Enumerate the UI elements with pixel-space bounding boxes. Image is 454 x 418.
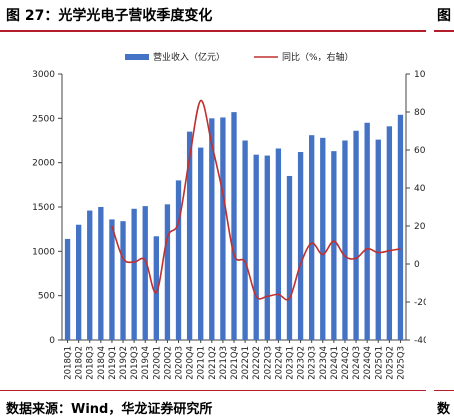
right-tick-label: 40 <box>414 184 426 194</box>
revenue-yoy-chart: 营业收入（亿元） 同比（%，右轴） 05001000150020002500300… <box>32 51 426 380</box>
revenue-bar <box>209 118 215 340</box>
yoy-line <box>111 99 401 301</box>
right-tick-label: -40 <box>414 336 426 346</box>
x-tick-label: 2018Q1 <box>64 346 74 380</box>
revenue-bar <box>131 208 137 340</box>
revenue-bar <box>342 140 348 340</box>
right-axis-ticks: -40 -20 0 20 40 60 80 100 <box>406 70 426 346</box>
revenue-bar <box>220 117 226 341</box>
x-tick-label: 2019Q3 <box>130 346 140 380</box>
revenue-bar <box>397 114 404 340</box>
revenue-bar <box>253 154 259 340</box>
x-tick-label: 2024Q2 <box>341 346 351 380</box>
revenue-bar <box>98 207 104 340</box>
revenue-bar <box>353 130 359 340</box>
revenue-bar <box>75 224 82 340</box>
x-tick-label: 2021Q3 <box>219 346 229 380</box>
revenue-bar <box>320 137 326 340</box>
x-tick-label: 2020Q1 <box>152 346 162 380</box>
revenue-bar <box>175 180 182 340</box>
x-tick-label: 2025Q2 <box>385 346 395 380</box>
adjacent-figure-title: 图 <box>437 8 451 24</box>
x-tick-label: 2024Q4 <box>363 346 373 380</box>
revenue-bar <box>386 126 393 341</box>
x-tick-label: 2019Q2 <box>119 346 129 380</box>
revenue-bar <box>142 206 148 340</box>
x-tick-label: 2021Q1 <box>197 346 207 380</box>
adjacent-top-rule <box>434 30 454 32</box>
revenue-bar <box>264 155 270 340</box>
x-tick-label: 2024Q1 <box>330 346 340 380</box>
adjacent-bottom-rule <box>434 390 454 391</box>
right-tick-label: 80 <box>414 108 426 118</box>
x-tick-label: 2020Q4 <box>186 346 196 380</box>
right-tick-label: 60 <box>414 146 426 156</box>
revenue-bar <box>286 175 293 340</box>
revenue-bar <box>297 152 304 340</box>
left-axis-ticks: 0 500 1000 1500 2000 2500 3000 <box>32 70 62 346</box>
x-tick-label: 2023Q1 <box>285 346 295 380</box>
revenue-bar <box>153 236 159 340</box>
x-tick-label: 2018Q4 <box>97 346 107 380</box>
left-tick-label: 2500 <box>32 114 55 124</box>
revenue-bar <box>242 140 248 340</box>
yoy-series-line <box>111 99 401 301</box>
left-tick-label: 1000 <box>32 247 55 257</box>
legend-label-revenue: 营业收入（亿元） <box>153 51 225 63</box>
revenue-bar <box>186 131 193 340</box>
revenue-bar <box>309 135 315 340</box>
revenue-bar <box>275 148 282 340</box>
chart-legend: 营业收入（亿元） 同比（%，右轴） <box>125 51 354 63</box>
x-tick-label: 2022Q3 <box>263 346 273 380</box>
x-tick-label: 2024Q3 <box>352 346 362 380</box>
x-tick-label: 2022Q1 <box>241 346 251 380</box>
legend-swatch-revenue <box>125 54 149 60</box>
right-tick-label: -20 <box>414 298 426 308</box>
x-tick-label: 2019Q1 <box>108 346 118 380</box>
x-tick-label: 2023Q3 <box>308 346 318 380</box>
x-tick-label: 2020Q2 <box>163 346 173 380</box>
revenue-bar <box>231 112 237 340</box>
adjacent-source-note: 数 <box>437 402 451 417</box>
left-tick-label: 3000 <box>32 70 55 80</box>
x-tick-label: 2022Q4 <box>274 346 284 380</box>
revenue-bar <box>109 219 115 340</box>
revenue-bar <box>375 139 381 340</box>
revenue-bar <box>64 238 71 340</box>
x-axis-ticks: 2018Q1 2018Q2 2018Q3 2018Q4 2019Q1 2019Q2 2019… <box>64 340 406 380</box>
top-rule <box>0 30 426 32</box>
x-tick-label: 2018Q2 <box>75 346 85 380</box>
x-tick-label: 2022Q2 <box>252 346 262 380</box>
x-tick-label: 2025Q1 <box>374 346 384 380</box>
bottom-rule <box>0 390 426 391</box>
revenue-bar <box>87 210 93 340</box>
x-tick-label: 2021Q2 <box>208 346 218 380</box>
x-tick-label: 2018Q3 <box>86 346 96 380</box>
right-tick-label: 0 <box>414 260 420 270</box>
x-tick-label: 2019Q4 <box>141 346 151 380</box>
revenue-bar <box>331 151 337 340</box>
left-tick-label: 0 <box>49 336 55 346</box>
revenue-bar <box>364 122 370 341</box>
legend-label-yoy: 同比（%，右轴） <box>282 51 354 63</box>
left-tick-label: 2000 <box>32 159 55 169</box>
x-tick-label: 2025Q3 <box>396 346 406 380</box>
left-tick-label: 500 <box>38 292 55 302</box>
revenue-bars <box>64 112 404 341</box>
x-tick-label: 2023Q2 <box>297 346 307 380</box>
left-tick-label: 1500 <box>32 203 55 213</box>
right-tick-label: 20 <box>414 222 426 232</box>
right-tick-label: 100 <box>414 70 426 80</box>
x-tick-label: 2023Q4 <box>319 346 329 380</box>
x-tick-label: 2021Q4 <box>230 346 240 380</box>
revenue-bar <box>198 147 204 340</box>
figure-title: 图 27：光学光电子营收季度变化 <box>6 8 213 24</box>
source-note: 数据来源：Wind，华龙证券研究所 <box>6 402 213 417</box>
revenue-bar <box>120 221 126 340</box>
revenue-bar <box>164 204 171 340</box>
x-tick-label: 2020Q3 <box>175 346 185 380</box>
